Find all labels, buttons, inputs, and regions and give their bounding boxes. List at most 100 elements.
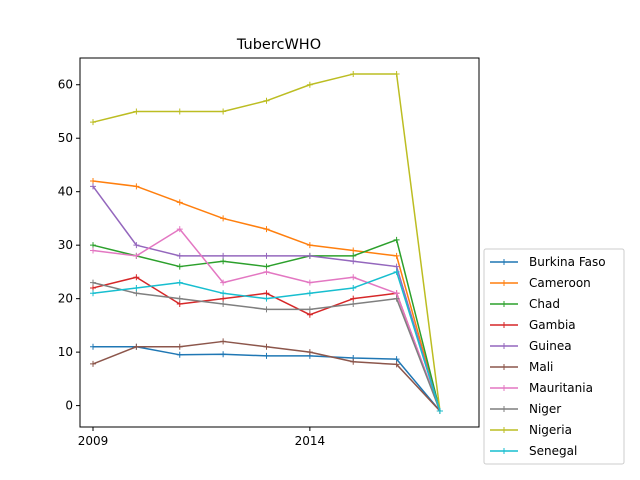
data-point-6-7: [393, 290, 400, 297]
legend-box: [483, 248, 625, 465]
legend-label-9: Senegal: [529, 444, 577, 458]
data-point-9-3: [220, 290, 227, 297]
data-point-8-5: [306, 81, 313, 88]
data-point-8-7: [393, 71, 400, 78]
data-point-7-3: [220, 301, 227, 307]
data-point-4-6: [350, 258, 357, 265]
legend-label-1: Cameroon: [529, 276, 591, 290]
series-line-5: [92, 340, 441, 412]
data-point-8-6: [350, 71, 357, 78]
legend-marker-3: [501, 322, 507, 328]
data-point-0-3: [220, 351, 227, 358]
y-axis: 0 10 20 30 40 50 60: [58, 78, 80, 413]
data-point-1-2: [176, 199, 183, 206]
data-point-2-3: [220, 258, 227, 265]
legend-marker-7: [501, 406, 507, 412]
legend-marker-0: [501, 259, 507, 265]
data-point-2-2: [176, 263, 183, 270]
y-tick-label: 60: [58, 78, 73, 92]
data-point-8-4: [263, 97, 270, 104]
data-point-0-4: [263, 352, 270, 359]
data-point-6-4: [263, 268, 270, 275]
data-point-9-6: [350, 284, 357, 291]
data-point-9-1: [133, 284, 140, 291]
data-point-9-2: [176, 279, 183, 286]
data-point-0-0: [90, 343, 97, 350]
data-point-6-0: [90, 247, 97, 254]
legend-label-6: Mauritania: [529, 381, 593, 395]
data-point-1-6: [350, 247, 357, 254]
chart-title: TubercWHO: [236, 37, 321, 53]
legend-label-0: Burkina Faso: [529, 255, 606, 269]
data-point-3-2: [176, 301, 183, 307]
data-point-3-5: [306, 311, 313, 318]
legend-label-3: Gambia: [529, 318, 576, 332]
y-tick-label: 0: [65, 399, 73, 413]
legend-marker-8: [501, 427, 507, 433]
legend-marker-9: [501, 448, 507, 454]
data-point-2-4: [263, 263, 270, 270]
data-point-9-5: [306, 290, 313, 297]
data-point-4-4: [263, 252, 270, 259]
data-point-7-6: [350, 301, 357, 307]
data-point-4-3: [220, 252, 227, 259]
data-point-1-7: [393, 252, 400, 259]
data-point-8-1: [133, 108, 140, 115]
data-point-4-1: [133, 242, 140, 249]
legend-marker-1: [501, 280, 507, 286]
legend-marker-2: [501, 301, 507, 307]
data-point-3-4: [263, 290, 270, 297]
data-point-3-3: [220, 295, 227, 302]
data-point-6-2: [176, 226, 183, 233]
data-point-5-2: [176, 343, 183, 350]
y-tick-label: 30: [58, 238, 73, 252]
data-point-9-0: [90, 290, 97, 297]
data-point-7-7: [393, 295, 400, 302]
data-point-6-3: [220, 279, 227, 286]
plot-frame: [79, 57, 480, 428]
x-axis: 2009 2014: [78, 427, 325, 448]
legend-label-4: Guinea: [529, 339, 572, 353]
data-point-1-4: [263, 226, 270, 233]
data-point-7-2: [176, 295, 183, 302]
data-point-7-1: [133, 290, 140, 297]
y-tick-label: 20: [58, 292, 73, 306]
data-point-5-0: [90, 360, 97, 367]
data-point-7-0: [90, 279, 97, 286]
data-point-1-1: [133, 183, 140, 190]
legend-label-7: Niger: [529, 402, 561, 416]
data-point-0-2: [176, 351, 183, 358]
data-point-1-5: [306, 242, 313, 249]
legend-marker-5: [501, 364, 507, 370]
x-tick-label: 2014: [295, 434, 326, 448]
data-point-2-7: [393, 236, 400, 243]
data-point-6-1: [133, 252, 140, 259]
data-point-6-5: [306, 279, 313, 286]
data-point-8-0: [90, 119, 97, 126]
data-point-1-0: [90, 178, 97, 184]
legend-marker-4: [501, 343, 507, 349]
data-point-5-7: [393, 361, 400, 368]
data-point-4-5: [306, 252, 313, 259]
data-point-4-7: [393, 263, 400, 270]
y-tick-label: 40: [58, 185, 73, 199]
legend-label-2: Chad: [529, 297, 560, 311]
data-point-1-3: [220, 215, 227, 222]
y-tick-label: 10: [58, 345, 73, 359]
legend: Burkina Faso Cameroon Chad Gambia Guinea Mali…: [483, 248, 625, 465]
data-point-5-4: [263, 343, 270, 350]
x-tick-label: 2009: [78, 434, 109, 448]
data-point-2-6: [350, 252, 357, 259]
data-point-3-6: [350, 295, 357, 302]
data-point-3-0: [90, 284, 97, 291]
data-point-5-1: [133, 343, 140, 350]
legend-label-8: Nigeria: [529, 423, 572, 437]
data-point-4-0: [90, 183, 97, 190]
data-point-7-4: [263, 306, 270, 313]
data-point-2-0: [90, 242, 97, 249]
data-point-9-4: [263, 295, 270, 302]
legend-marker-6: [501, 385, 507, 391]
data-point-5-5: [306, 349, 313, 356]
data-point-9-8: [436, 407, 443, 414]
